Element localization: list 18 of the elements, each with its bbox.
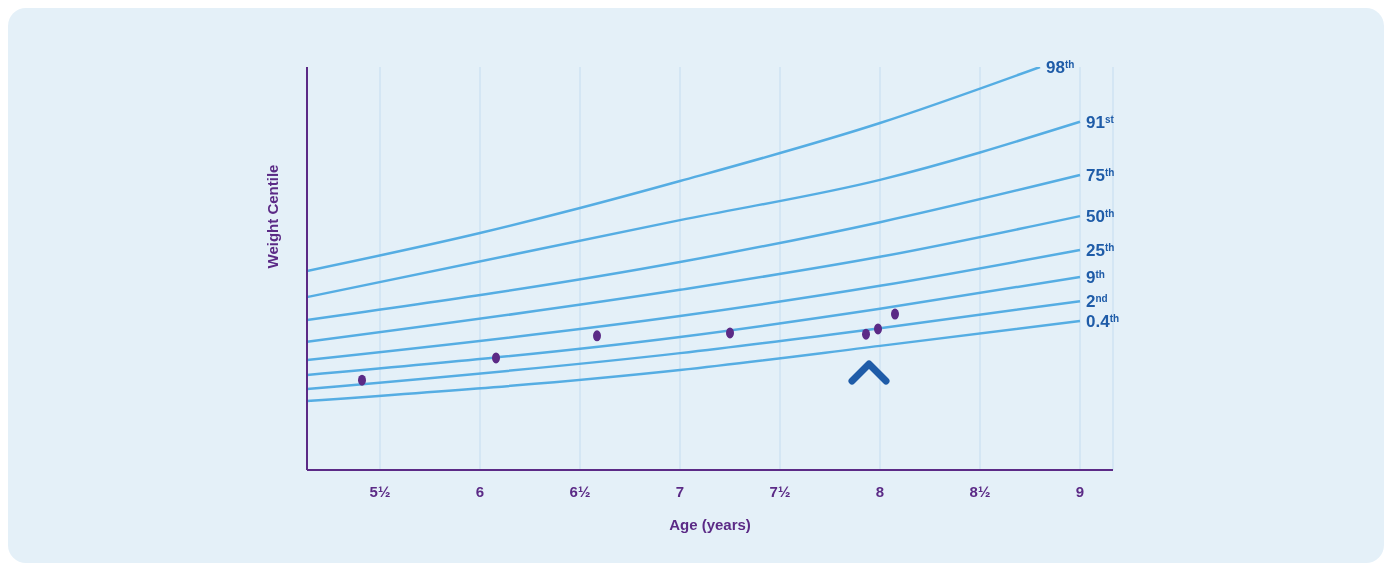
x-axis-title: Age (years) bbox=[669, 516, 751, 533]
y-axis-title: Weight Centile bbox=[264, 164, 282, 269]
series-label: 9$^{th}$ bbox=[1086, 267, 1105, 287]
x-tick-label: 6½ bbox=[569, 482, 591, 500]
series-label: 50$^{th}$ bbox=[1086, 207, 1115, 227]
x-tick-label: 8 bbox=[875, 482, 885, 500]
series-label: 25$^{th}$ bbox=[1086, 240, 1115, 260]
series-label: 91$^{st}$ bbox=[1086, 112, 1115, 132]
x-tick-label: 9 bbox=[1075, 482, 1085, 500]
series-label: 0.4$^{th}$ bbox=[1086, 311, 1120, 331]
series-label: 98$^{th}$ bbox=[1046, 58, 1075, 77]
x-tick-label: 7 bbox=[675, 482, 685, 500]
x-tick-label: 8½ bbox=[969, 482, 991, 500]
x-tick-label: 6 bbox=[475, 482, 485, 500]
x-tick-label: 7½ bbox=[769, 482, 791, 500]
series-label: 2$^{nd}$ bbox=[1086, 292, 1108, 312]
x-tick-label: 5½ bbox=[369, 482, 391, 500]
series-label: 75$^{th}$ bbox=[1086, 166, 1115, 185]
